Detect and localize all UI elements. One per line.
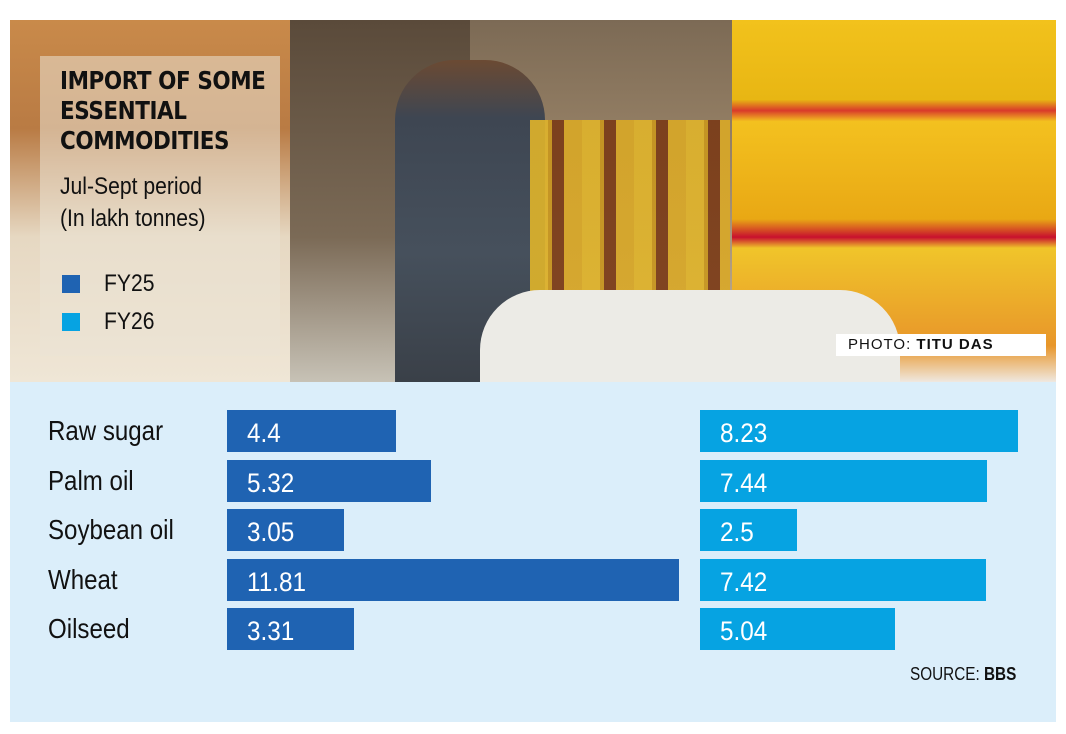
bar-fy26 <box>700 460 987 502</box>
legend-item-fy26: FY26 <box>62 308 161 335</box>
photo-credit-name: TITU DAS <box>916 336 994 353</box>
legend-label-fy25: FY25 <box>104 270 155 297</box>
category-label: Palm oil <box>48 465 134 496</box>
legend-swatch-fy26 <box>62 313 80 331</box>
data-label-fy26: 5.04 <box>720 616 768 646</box>
data-label-fy26: 7.42 <box>720 567 768 597</box>
legend-swatch-fy25 <box>62 275 80 293</box>
photo-credit-label: PHOTO: <box>848 336 912 353</box>
bar-fy26 <box>700 608 895 650</box>
subtitle-line-2: (In lakh tonnes) <box>60 205 206 232</box>
photo-oil-bottles <box>530 120 730 310</box>
photo-credit: PHOTO: TITU DAS <box>836 334 1046 356</box>
title-line-3: COMMODITIES <box>60 126 230 155</box>
infographic-card: IMPORT OF SOME ESSENTIAL COMMODITIES Jul… <box>10 20 1056 722</box>
background-photo <box>10 20 1056 382</box>
data-label-fy25: 3.05 <box>247 517 295 547</box>
title-backdrop <box>40 56 280 356</box>
subtitle-line-1: Jul-Sept period <box>60 173 203 200</box>
bar-fy25 <box>227 410 396 452</box>
source-name: BBS <box>983 664 1017 684</box>
data-label-fy26: 2.5 <box>720 517 754 547</box>
category-label: Raw sugar <box>48 415 164 446</box>
data-label-fy25: 11.81 <box>247 567 307 597</box>
chart-title: IMPORT OF SOME ESSENTIAL COMMODITIES <box>60 66 266 156</box>
photo-flour-sacks <box>480 290 900 382</box>
bar-fy25 <box>227 460 431 502</box>
data-label-fy25: 4.4 <box>247 418 281 448</box>
category-label: Soybean oil <box>48 514 174 545</box>
legend-item-fy25: FY25 <box>62 270 161 297</box>
data-label-fy25: 3.31 <box>247 616 295 646</box>
bar-fy26 <box>700 410 1018 452</box>
title-line-2: ESSENTIAL <box>60 96 187 125</box>
source-note: SOURCE: BBS <box>910 664 1016 685</box>
bar-fy25 <box>227 608 354 650</box>
legend-label-fy26: FY26 <box>104 308 155 335</box>
data-label-fy26: 8.23 <box>720 418 768 448</box>
category-label: Oilseed <box>48 613 130 644</box>
data-label-fy26: 7.44 <box>720 468 768 498</box>
data-label-fy25: 5.32 <box>247 468 295 498</box>
bar-fy26 <box>700 559 986 601</box>
title-line-1: IMPORT OF SOME <box>60 66 266 95</box>
category-label: Wheat <box>48 564 118 595</box>
bar-fy26 <box>700 509 797 551</box>
bar-fy25 <box>227 509 344 551</box>
bar-fy25 <box>227 559 679 601</box>
source-label: SOURCE: <box>910 664 980 684</box>
